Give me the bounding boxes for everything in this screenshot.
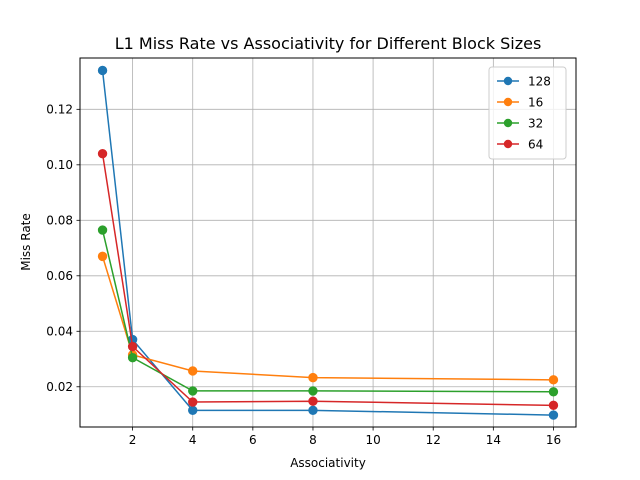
legend-label: 128 <box>528 75 551 89</box>
data-point <box>548 400 559 411</box>
legend-marker <box>503 118 513 128</box>
data-point <box>188 397 198 407</box>
legend-item: 128 <box>497 75 551 89</box>
data-point <box>97 225 108 235</box>
y-tick-label: 0.02 <box>46 380 73 394</box>
chart-title: L1 Miss Rate vs Associativity for Differ… <box>115 34 542 53</box>
data-point <box>308 372 318 383</box>
y-tick-label: 0.04 <box>46 324 73 338</box>
x-tick-label: 12 <box>426 433 441 447</box>
data-point <box>127 341 138 352</box>
data-point <box>548 375 559 385</box>
plot-frame <box>79 57 577 428</box>
y-axis-ticks: 0.02 0.04 0.06 0.08 0.10 0.12 <box>46 102 80 394</box>
x-axis-ticks: 2 4 6 8 10 12 14 16 <box>129 427 561 447</box>
legend-marker <box>503 97 513 107</box>
data-point <box>308 405 318 416</box>
x-tick-label: 2 <box>129 433 137 447</box>
x-tick-label: 10 <box>365 433 380 447</box>
y-axis-label: Miss Rate <box>19 213 33 271</box>
y-tick-label: 0.08 <box>46 213 73 227</box>
plot-series <box>97 65 559 420</box>
data-point <box>188 366 198 376</box>
data-point <box>97 251 108 262</box>
y-tick-label: 0.10 <box>46 158 73 172</box>
y-tick-label: 0.12 <box>46 102 73 116</box>
x-tick-label: 8 <box>309 433 317 447</box>
data-point <box>97 65 108 76</box>
data-point <box>127 352 138 363</box>
legend-box <box>488 66 567 160</box>
data-point <box>308 396 318 406</box>
data-point <box>308 386 318 396</box>
x-tick-label: 4 <box>189 433 197 447</box>
x-tick-label: 6 <box>249 433 257 447</box>
series-16 <box>97 251 559 385</box>
legend-item: 16 <box>497 96 543 110</box>
legend-item: 64 <box>497 138 543 152</box>
legend-marker <box>503 139 513 149</box>
series-32 <box>97 225 559 397</box>
legend-marker <box>503 76 513 86</box>
x-axis-label: Associativity <box>290 456 366 470</box>
data-point <box>188 405 198 416</box>
data-point <box>97 149 108 159</box>
legend: 128 16 32 64 <box>488 66 567 160</box>
data-point <box>188 386 198 396</box>
legend-label: 64 <box>528 138 543 152</box>
legend-label: 16 <box>528 96 543 110</box>
x-tick-label: 14 <box>486 433 501 447</box>
data-point <box>548 410 559 420</box>
y-tick-label: 0.06 <box>46 269 73 283</box>
series-64 <box>97 149 559 411</box>
x-tick-label: 16 <box>546 433 561 447</box>
legend-item: 32 <box>497 117 543 131</box>
data-point <box>548 387 559 397</box>
legend-label: 32 <box>528 117 543 131</box>
